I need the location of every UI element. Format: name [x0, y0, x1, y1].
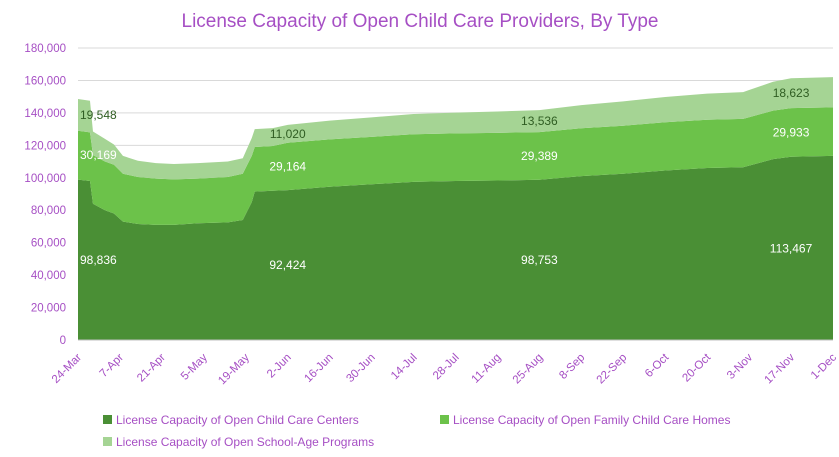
y-tick-label: 100,000: [24, 173, 66, 185]
y-tick-label: 80,000: [31, 205, 66, 217]
data-labels: 19,548 30,169 98,836 11,020 29,164 92,424 13,5…: [80, 86, 813, 272]
plot-area: [78, 77, 833, 341]
x-tick-label: 7-Apr: [98, 352, 126, 380]
data-label: 98,836: [80, 253, 117, 267]
y-tick-label: 60,000: [31, 238, 66, 250]
y-tick-label: 120,000: [24, 140, 66, 152]
x-tick-label: 17-Nov: [762, 351, 797, 386]
data-label: 13,536: [521, 114, 558, 128]
legend-entry: License Capacity of Open School-Age Prog…: [116, 435, 374, 449]
y-tick-label: 160,000: [24, 75, 66, 87]
data-label: 30,169: [80, 148, 117, 162]
legend-swatch: [440, 415, 449, 424]
area-series-1: [78, 155, 833, 340]
data-label: 19,548: [80, 108, 117, 122]
area-series-3: [78, 77, 833, 180]
legend: License Capacity of Open Child Care Cent…: [103, 413, 730, 449]
x-tick-label: 1-Dec: [809, 351, 839, 381]
x-axis: 24-Mar 7-Apr 21-Apr 5-May 19-May 2-Jun 16-Jun 3…: [50, 351, 839, 387]
x-tick-label: 24-Mar: [50, 352, 84, 386]
legend-swatch: [103, 437, 112, 446]
x-tick-label: 14-Jul: [389, 352, 420, 383]
x-tick-label: 28-Jul: [431, 352, 462, 383]
chart-title: License Capacity of Open Child Care Prov…: [182, 11, 659, 32]
x-tick-label: 25-Aug: [511, 352, 546, 387]
data-label: 29,933: [773, 125, 810, 139]
y-tick-label: 20,000: [31, 303, 66, 315]
y-tick-label: 0: [60, 335, 66, 347]
data-label: 98,753: [521, 253, 558, 267]
x-tick-label: 30-Jun: [344, 352, 377, 385]
data-label: 11,020: [270, 127, 306, 141]
legend-entry: License Capacity of Open Family Child Ca…: [453, 413, 730, 427]
data-label: 18,623: [773, 86, 810, 100]
data-label: 29,389: [521, 149, 558, 163]
x-tick-label: 20-Oct: [680, 351, 713, 384]
x-tick-label: 5-May: [179, 351, 210, 382]
y-tick-label: 40,000: [31, 270, 66, 282]
x-tick-label: 3-Nov: [725, 351, 755, 381]
legend-swatch: [103, 415, 112, 424]
x-tick-label: 16-Jun: [302, 352, 335, 385]
x-tick-label: 22-Sep: [595, 352, 630, 387]
y-axis: 0 20,000 40,000 60,000 80,000 100,000 120,000 1…: [24, 43, 66, 347]
x-tick-label: 21-Apr: [135, 352, 168, 385]
y-tick-label: 140,000: [24, 108, 66, 120]
data-label: 113,467: [770, 241, 813, 255]
y-tick-label: 180,000: [24, 43, 66, 55]
data-label: 29,164: [269, 159, 306, 173]
data-label: 92,424: [269, 258, 306, 272]
legend-entry: License Capacity of Open Child Care Cent…: [116, 413, 359, 427]
x-tick-label: 2-Jun: [265, 352, 294, 381]
x-tick-label: 11-Aug: [469, 352, 503, 386]
x-tick-label: 6-Oct: [643, 351, 672, 380]
x-tick-label: 19-May: [216, 351, 252, 387]
area-series-2: [78, 107, 833, 225]
x-tick-label: 8-Sep: [557, 352, 587, 382]
